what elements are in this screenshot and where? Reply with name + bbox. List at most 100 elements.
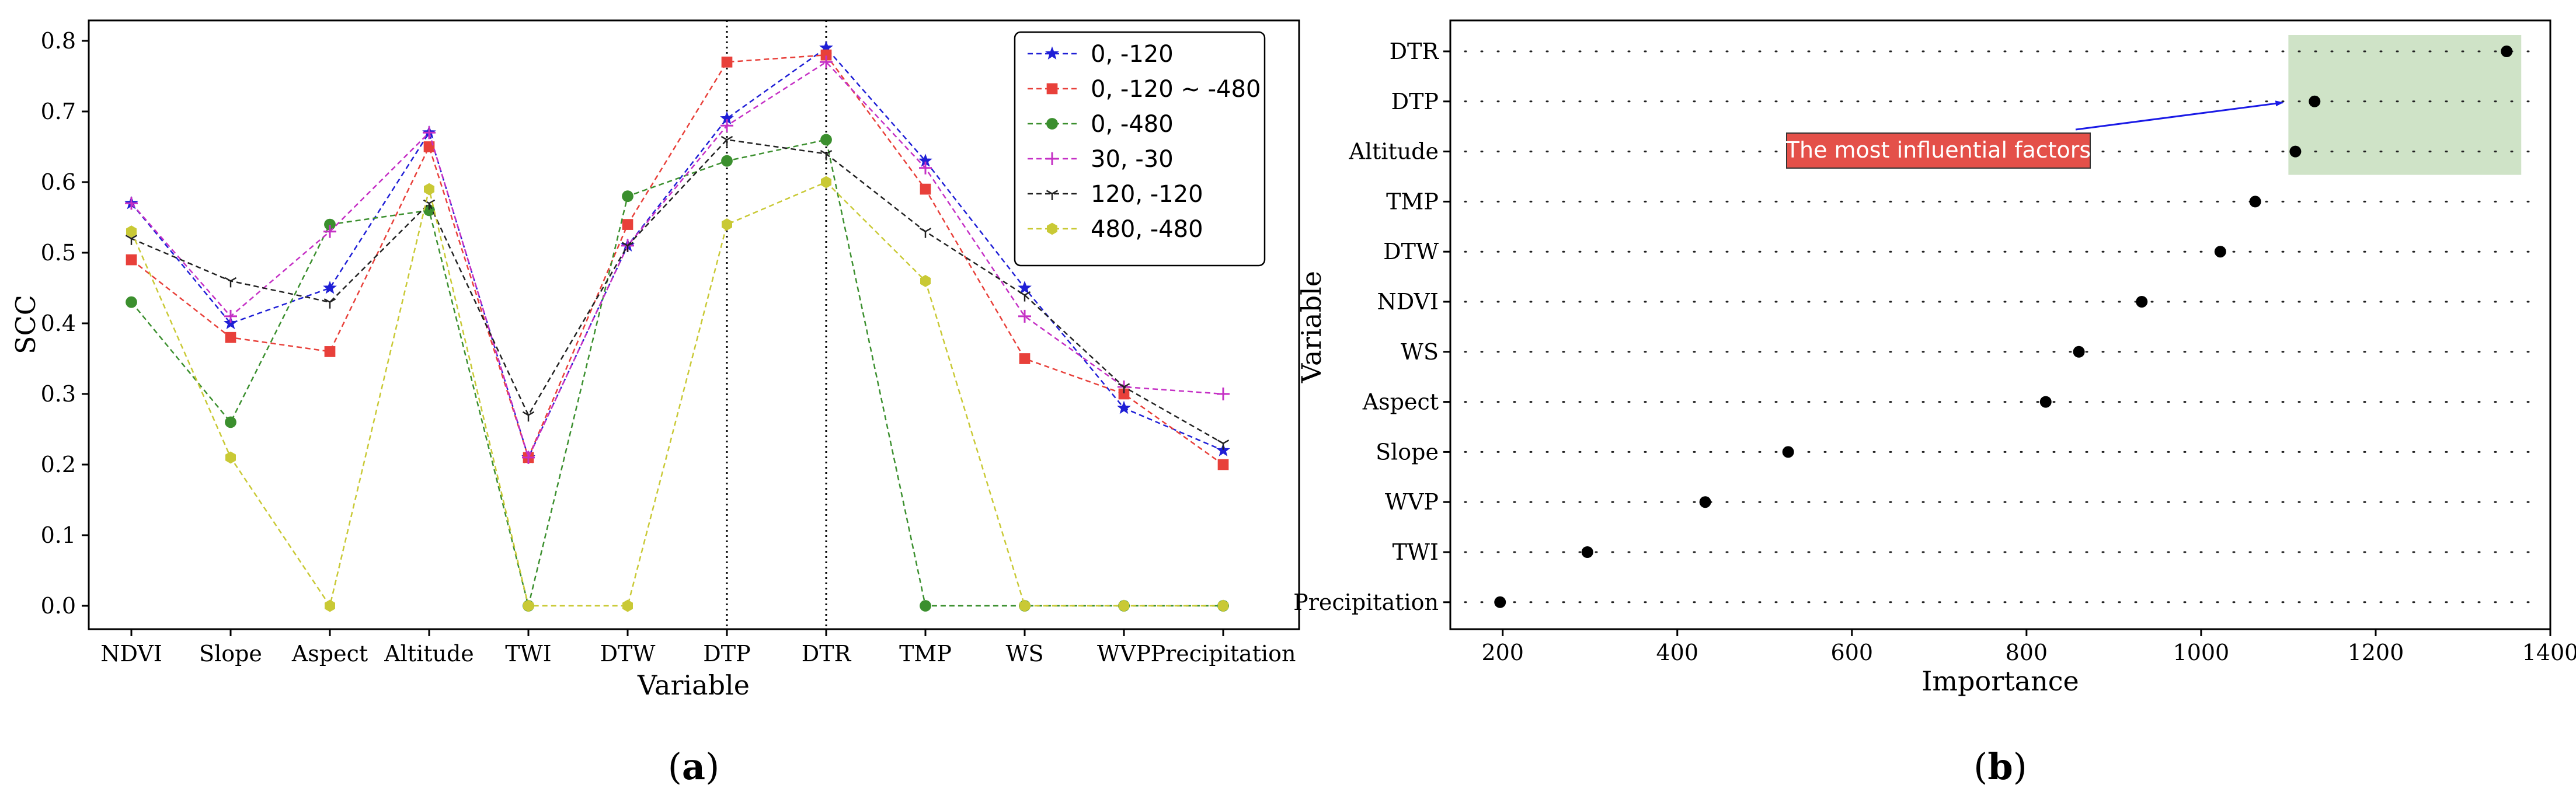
series-480-480 — [126, 176, 1228, 612]
legend-label-0-120: 0, -120 — [1091, 41, 1174, 68]
x-tick-label-aspect: Aspect — [291, 641, 368, 667]
legend-marker-120-120 — [1046, 190, 1059, 200]
x-tick-label-dtp: DTP — [703, 641, 750, 667]
panel-a-y-axis-label: SCC — [10, 295, 41, 354]
legend-frame — [1014, 31, 1266, 267]
x-tick-label-precipitation: Precipitation — [1151, 641, 1296, 667]
annotation-text: The most influential factors — [1785, 137, 2091, 163]
panel-b-x-axis-label: Importance — [1921, 665, 2079, 697]
point-120-120-ws — [1018, 291, 1031, 302]
legend-entry-120-120: 120, -120 — [1028, 181, 1203, 208]
legend-label-480-480: 480, -480 — [1091, 216, 1203, 243]
y-tick-label: 0.1 — [41, 522, 76, 548]
series-line-30-30 — [131, 61, 1224, 460]
importance-point-ndvi — [2136, 296, 2148, 308]
panel-b-letter: b — [1987, 745, 2013, 788]
point-30-30-ndvi — [125, 197, 138, 210]
point-30-30-tmp — [919, 161, 932, 175]
x-tick-label-wvp: WVP — [1097, 641, 1151, 667]
legend-marker-0-480 — [1046, 118, 1058, 130]
importance-point-dtr — [2501, 46, 2513, 57]
series-line-0-120 — [131, 47, 1224, 460]
point-30-30-dtp — [720, 119, 733, 132]
row-aspect: Aspect — [1362, 389, 2543, 415]
panel-a-y-axis: 0.0 0.1 0.2 0.3 0.4 0.5 0.6 0.7 0.8 — [41, 28, 89, 619]
y-tick-label: 0.6 — [41, 169, 76, 195]
y-tick-label-wvp: WVP — [1385, 489, 1439, 515]
panel-b-annotation: The most influential factors — [1785, 100, 2284, 169]
importance-point-aspect — [2039, 396, 2052, 408]
y-tick-label-tmp: TMP — [1386, 189, 1439, 214]
point-120-120-ndvi — [125, 235, 138, 245]
point-120-120-precipitation — [1217, 439, 1230, 450]
point-0-120-480-slope — [225, 332, 236, 343]
point-480-480-precipitation — [1218, 599, 1228, 612]
point-120-120-wvp — [1118, 383, 1130, 393]
point-480-480-ndvi — [126, 225, 137, 238]
series-line-120-120 — [131, 139, 1224, 444]
point-30-30-precipitation — [1217, 388, 1230, 400]
panel-b-plot-area — [1449, 19, 2551, 630]
panel-b: DTR DTP Altitude TMP DTW NDVI WS Aspect Slope WVP… — [1293, 19, 2576, 788]
row-precipitation: Precipitation — [1293, 589, 2543, 615]
point-0-480-altitude — [423, 204, 435, 217]
importance-point-tmp — [2249, 196, 2261, 208]
point-0-120-480-ws — [1019, 353, 1031, 364]
x-tick-label-ndvi: NDVI — [100, 641, 162, 667]
y-tick-label-slope: Slope — [1376, 439, 1439, 465]
y-tick-label-precipitation: Precipitation — [1293, 589, 1439, 615]
x-tick-label-slope: Slope — [199, 641, 262, 667]
row-dtr: DTR — [1390, 39, 2543, 64]
point-0-120-480-wvp — [1118, 388, 1130, 400]
panel-a-series — [124, 40, 1230, 612]
point-480-480-altitude — [424, 183, 434, 196]
y-tick-label: 0.5 — [41, 240, 76, 266]
x-tick-label-tmp: TMP — [899, 641, 952, 667]
importance-point-wvp — [1699, 496, 1711, 508]
row-ndvi: NDVI — [1377, 289, 2543, 315]
point-30-30-aspect — [323, 225, 336, 238]
point-0-480-dtr — [820, 134, 832, 146]
point-30-30-dtr — [820, 55, 833, 69]
x-tick-label: 1000 — [2173, 640, 2230, 665]
point-0-120-480-dtw — [622, 219, 633, 230]
x-tick-label-dtw: DTW — [600, 641, 656, 667]
point-120-120-dtp — [720, 135, 733, 146]
panel-a-letter: a — [682, 745, 705, 788]
y-tick-label: 0.2 — [41, 452, 76, 477]
importance-point-dtp — [2309, 95, 2321, 107]
legend-entry-0-120: 0, -120 — [1028, 41, 1174, 68]
x-tick-label: 800 — [2006, 640, 2048, 665]
point-120-120-tmp — [919, 228, 932, 238]
importance-point-dtw — [2214, 246, 2226, 258]
y-tick-label: 0.7 — [41, 99, 76, 124]
point-480-480-tmp — [920, 275, 931, 287]
y-tick-label: 0.4 — [41, 310, 76, 336]
x-tick-label: 1200 — [2348, 640, 2404, 665]
point-30-30-ws — [1018, 309, 1031, 323]
point-480-480-slope — [225, 451, 236, 464]
x-tick-label: 600 — [1831, 640, 1874, 665]
point-480-480-ws — [1019, 599, 1030, 612]
panel-a: 0.0 0.1 0.2 0.3 0.4 0.5 0.6 0.7 0.8 NDVI Slope Asp… — [10, 19, 1300, 788]
row-ws: WS — [1401, 339, 2543, 365]
point-0-480-dtp — [721, 155, 733, 167]
point-0-120-slope — [224, 316, 238, 330]
y-tick-label-dtr: DTR — [1390, 39, 1440, 64]
y-tick-label-altitude: Altitude — [1348, 139, 1439, 165]
point-0-480-ndvi — [126, 296, 137, 308]
x-tick-label: 200 — [1481, 640, 1524, 665]
panel-a-legend: 0, -120 0, -120 ~ -480 0, -480 30, -30 120, … — [1014, 31, 1266, 267]
point-480-480-dtr — [821, 176, 831, 189]
importance-point-altitude — [2289, 145, 2302, 158]
point-0-480-dtw — [622, 190, 633, 203]
point-0-120-wvp — [1117, 400, 1131, 414]
row-wvp: WVP — [1385, 489, 2543, 515]
panel-a-x-axis: NDVI Slope Aspect Altitude TWI DTW DTP DTR TMP WS… — [100, 629, 1296, 667]
legend-marker-0-120 — [1045, 46, 1059, 60]
y-tick-label-aspect: Aspect — [1362, 389, 1439, 415]
point-120-120-dtw — [621, 242, 634, 252]
y-tick-label: 0.3 — [41, 381, 76, 407]
legend-entry-0-120-480: 0, -120 ~ -480 — [1028, 76, 1261, 103]
